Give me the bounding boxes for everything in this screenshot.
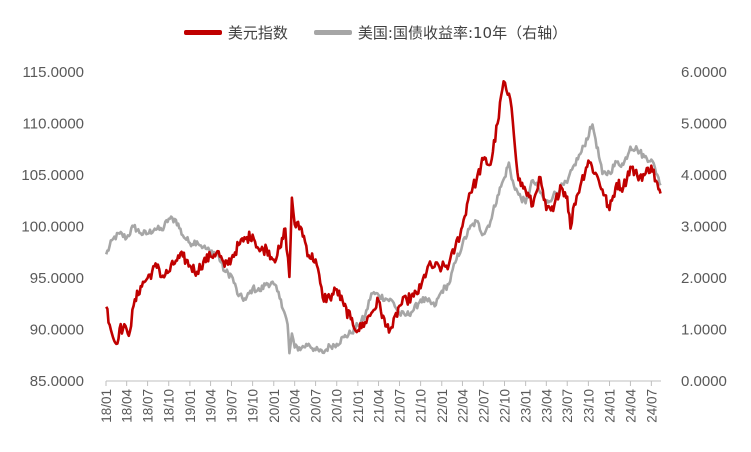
y-left-tick-label: 100.0000 — [21, 219, 84, 236]
legend-item-us-10y-yield: 美国:国债收益率:10年（右轴） — [313, 22, 568, 43]
series-layer — [104, 80, 662, 355]
x-tick-label: 22/04 — [455, 389, 470, 423]
x-axis: 18/01 18/04 18/07 18/10 19/01 19/04 19/07 19/10… — [99, 380, 661, 423]
x-tick-label: 21/07 — [392, 389, 407, 423]
x-tick-label: 24/04 — [623, 389, 638, 423]
x-tick-label: 18/07 — [141, 389, 156, 423]
x-tick-label: 21/01 — [351, 389, 366, 423]
x-tick-label: 20/04 — [288, 389, 303, 423]
x-tick-label: 20/07 — [309, 389, 324, 423]
y-left-tick-label: 110.0000 — [23, 116, 84, 133]
legend-item-dollar-index: 美元指数 — [183, 22, 288, 43]
series-line-us-10y-yield — [104, 123, 662, 355]
x-tick-label: 20/10 — [330, 389, 345, 423]
y-right-tick-label: 1.0000 — [681, 322, 727, 339]
x-tick-label: 24/01 — [603, 389, 618, 423]
y-left-tick-label: 95.0000 — [30, 270, 84, 287]
x-tick-label: 19/10 — [246, 389, 261, 423]
y-left-tick-label: 115.0000 — [23, 64, 84, 81]
x-tick-label: 18/01 — [99, 389, 114, 423]
legend-swatch-dollar-index — [183, 29, 222, 35]
x-tick-label: 22/01 — [435, 389, 450, 423]
x-tick-label: 22/10 — [497, 389, 512, 423]
y-left-tick-label: 85.0000 — [30, 373, 84, 390]
x-tick-label: 20/01 — [267, 389, 282, 423]
y-left-tick-label: 105.0000 — [21, 167, 84, 184]
chart-legend: 美元指数 美国:国债收益率:10年（右轴） — [0, 20, 751, 44]
legend-label-dollar-index: 美元指数 — [227, 23, 288, 42]
y-right-tick-label: 3.0000 — [681, 219, 727, 236]
x-tick-label: 23/10 — [581, 389, 596, 423]
legend-label-us-10y-yield: 美国:国债收益率:10年（右轴） — [357, 23, 568, 42]
x-tick-label: 23/01 — [519, 389, 534, 423]
x-tick-label: 19/04 — [204, 389, 219, 423]
y-axis-right: 0.0000 1.0000 2.0000 3.0000 4.0000 5.0000 6.00… — [681, 64, 727, 390]
y-right-tick-label: 6.0000 — [681, 64, 727, 81]
x-tick-label: 22/07 — [476, 389, 491, 423]
y-right-tick-label: 5.0000 — [681, 116, 727, 133]
y-right-tick-label: 2.0000 — [681, 270, 727, 287]
x-tick-label: 18/04 — [120, 389, 135, 423]
x-tick-label: 19/01 — [183, 389, 198, 423]
y-left-tick-label: 90.0000 — [30, 322, 84, 339]
x-tick-label: 24/07 — [644, 389, 659, 423]
y-axis-left: 85.0000 90.0000 95.0000 100.0000 105.0000 110… — [21, 64, 84, 390]
x-tick-label: 23/04 — [539, 389, 554, 423]
x-tick-label: 18/10 — [162, 389, 177, 423]
legend-swatch-us-10y-yield — [313, 29, 352, 35]
x-tick-label: 19/07 — [224, 389, 239, 423]
series-line-dollar-index — [105, 80, 662, 346]
x-tick-label: 23/07 — [560, 389, 575, 423]
y-right-tick-label: 4.0000 — [681, 167, 727, 184]
x-tick-label: 21/04 — [372, 389, 387, 423]
y-right-tick-label: 0.0000 — [681, 373, 727, 390]
x-tick-label: 21/10 — [414, 389, 429, 423]
